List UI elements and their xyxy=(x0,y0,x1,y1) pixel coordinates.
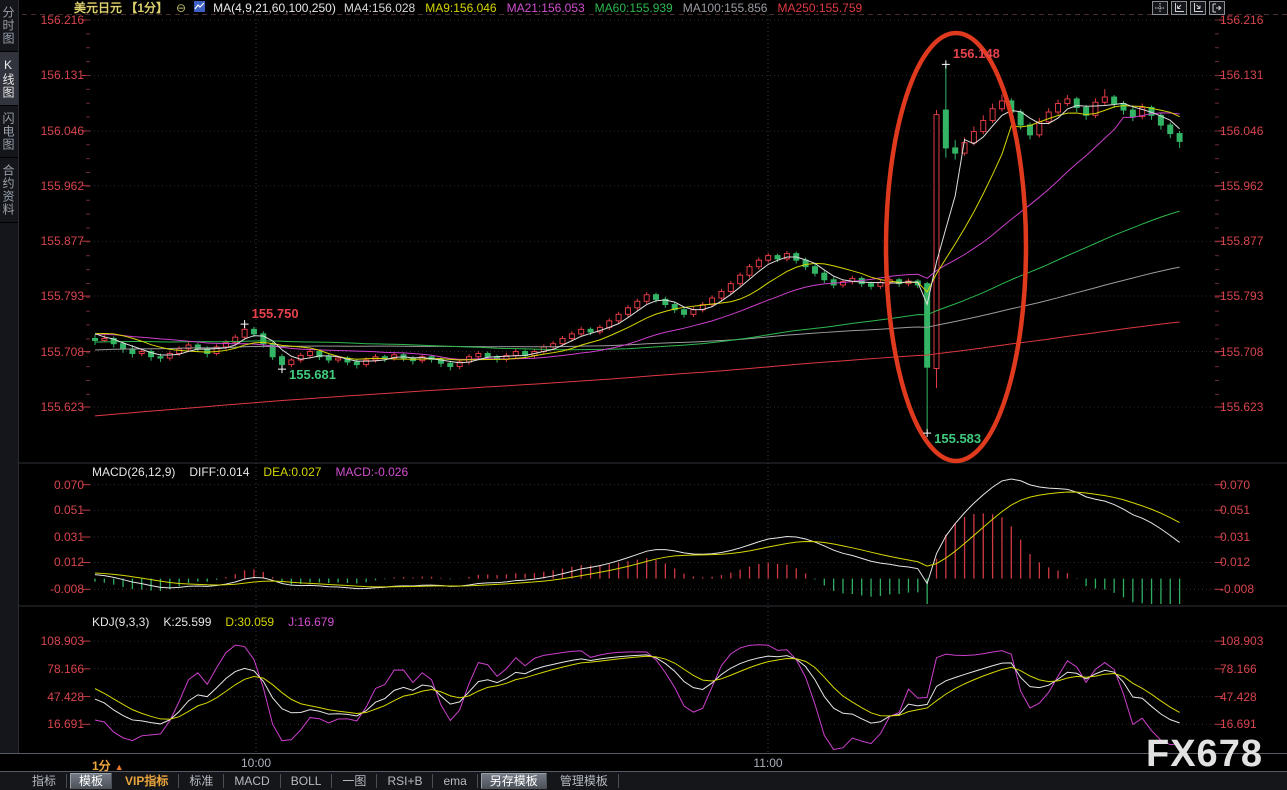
toolbar-tab[interactable]: RSI+B xyxy=(377,774,434,788)
toolbar-tab[interactable]: 模板 xyxy=(70,773,113,789)
chart-type-sidebar: 分时图 K线图 闪电图 合约资料 xyxy=(0,0,19,753)
ma-value-label: MA21:156.053 xyxy=(506,0,585,15)
ma-value-label: MA100:155.856 xyxy=(682,0,768,15)
ma-value-label: MA4:156.028 xyxy=(343,0,416,15)
crosshair-icon[interactable] xyxy=(1152,1,1168,15)
mini-candle-chart-icon xyxy=(194,0,206,15)
sidebar-chart-type-item[interactable]: K线图 xyxy=(0,52,18,106)
watermark-logo: FX678 xyxy=(1146,733,1263,775)
toolbar-tab[interactable]: 指标 xyxy=(22,774,68,788)
pan-right-icon[interactable] xyxy=(1209,1,1225,15)
chart-header: 美元日元 【1分】 ⊖ MA(4,9,21,60,100,250) MA4:15… xyxy=(74,0,862,15)
toolbar-tab[interactable]: 标准 xyxy=(179,774,225,788)
kdj-d-value: D:30.059 xyxy=(225,615,275,629)
kdj-panel-header: KDJ(9,3,3) K:25.599 D:30.059 J:16.679 xyxy=(92,615,334,629)
symbol-title: 美元日元 【1分】 xyxy=(74,1,169,15)
bottom-toolbar: 指标 模板 VIP指标 标准 MACD BOLL 一图 RSI+B ema 另存模板 管理模板 xyxy=(0,772,1287,790)
toolbar-tab[interactable]: 一图 xyxy=(332,774,378,788)
sidebar-chart-type-item[interactable]: 合约资料 xyxy=(0,158,18,223)
sidebar-chart-type-item[interactable]: 分时图 xyxy=(0,0,18,52)
kdj-title: KDJ(9,3,3) xyxy=(92,615,150,629)
ma-legend: MA4:156.028 MA9:156.046 MA21:156.053 MA60:1… xyxy=(344,1,862,15)
macd-diff-value: DIFF:0.014 xyxy=(189,465,250,479)
toolbar-tab[interactable]: ema xyxy=(433,774,478,788)
axis-scale-right-icon[interactable] xyxy=(1190,1,1206,15)
toolbar-tab[interactable]: MACD xyxy=(224,774,281,788)
macd-panel-header: MACD(26,12,9) DIFF:0.014 DEA:0.027 MACD:… xyxy=(92,465,408,479)
period-selector[interactable]: 1分 xyxy=(92,757,124,774)
ma-value-label: MA60:155.939 xyxy=(594,0,673,15)
sidebar-chart-type-item[interactable]: 闪电图 xyxy=(0,106,18,158)
ma-value-label: MA250:155.759 xyxy=(777,0,863,15)
ma-value-label: MA9:156.046 xyxy=(425,0,497,15)
toolbar-tab[interactable]: 另存模板 xyxy=(480,773,547,789)
ma-settings-label: MA(4,9,21,60,100,250) xyxy=(213,0,336,15)
macd-title: MACD(26,12,9) xyxy=(92,465,176,479)
toolbar-tab[interactable]: VIP指标 xyxy=(115,774,180,788)
kdj-j-value: J:16.679 xyxy=(288,615,335,629)
chart-tool-icons xyxy=(1152,1,1225,15)
axis-scale-left-icon[interactable] xyxy=(1171,1,1187,15)
minus-circle-icon[interactable]: ⊖ xyxy=(176,0,187,15)
toolbar-tab[interactable]: 管理模板 xyxy=(550,774,619,788)
macd-macd-value: MACD:-0.026 xyxy=(335,465,409,479)
toolbar-tab[interactable]: BOLL xyxy=(281,774,333,788)
macd-dea-value: DEA:0.027 xyxy=(263,465,322,479)
kdj-k-value: K:25.599 xyxy=(163,615,212,629)
